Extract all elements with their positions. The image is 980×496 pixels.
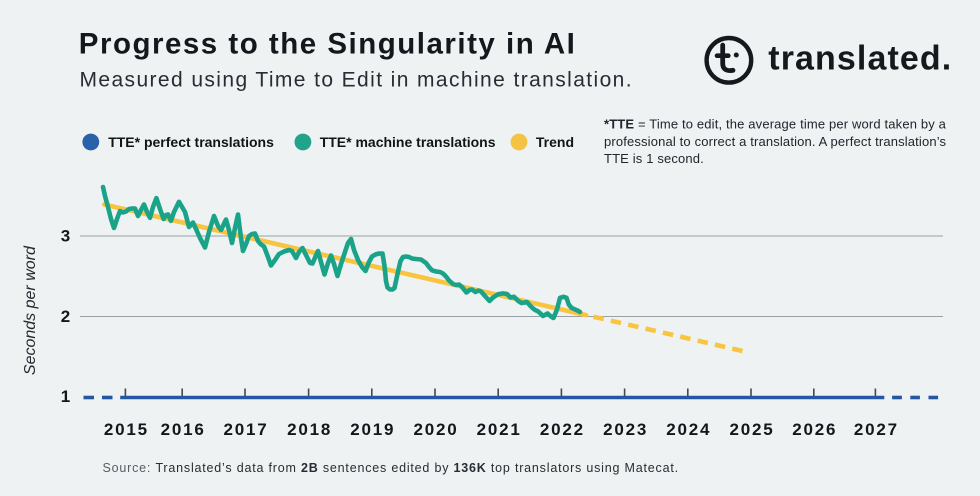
svg-text:Trend: Trend	[536, 134, 574, 150]
svg-text:TTE is 1 second.: TTE is 1 second.	[604, 151, 704, 166]
svg-text:TTE* machine translations: TTE* machine translations	[320, 134, 496, 150]
svg-text:2020: 2020	[413, 420, 458, 439]
svg-text:2027: 2027	[854, 420, 899, 439]
svg-text:2017: 2017	[223, 420, 268, 439]
svg-text:2022: 2022	[540, 420, 585, 439]
svg-text:2015: 2015	[104, 420, 149, 439]
svg-text:translated.: translated.	[768, 40, 952, 78]
svg-text:2023: 2023	[603, 420, 648, 439]
svg-text:3: 3	[61, 227, 70, 246]
svg-text:*TTE = Time to edit, the avera: *TTE = Time to edit, the average time pe…	[604, 117, 947, 132]
svg-text:2016: 2016	[161, 420, 206, 439]
svg-text:2: 2	[61, 307, 70, 326]
svg-text:2025: 2025	[729, 420, 774, 439]
svg-text:2019: 2019	[350, 420, 395, 439]
svg-text:2024: 2024	[666, 420, 711, 439]
svg-text:1: 1	[61, 387, 70, 406]
svg-text:Progress to the Singularity in: Progress to the Singularity in AI	[79, 28, 577, 61]
svg-text:2026: 2026	[792, 420, 837, 439]
svg-text:2018: 2018	[287, 420, 332, 439]
svg-text:Measured using Time to Edit in: Measured using Time to Edit in machine t…	[80, 69, 633, 92]
svg-text:Seconds per word: Seconds per word	[22, 245, 39, 375]
svg-text:Source: Translated’s data from: Source: Translated’s data from 2B senten…	[103, 461, 679, 475]
svg-text:2021: 2021	[477, 420, 522, 439]
svg-text:professional to correct a tran: professional to correct a translation. A…	[604, 134, 947, 149]
svg-text:TTE* perfect translations: TTE* perfect translations	[108, 134, 274, 150]
